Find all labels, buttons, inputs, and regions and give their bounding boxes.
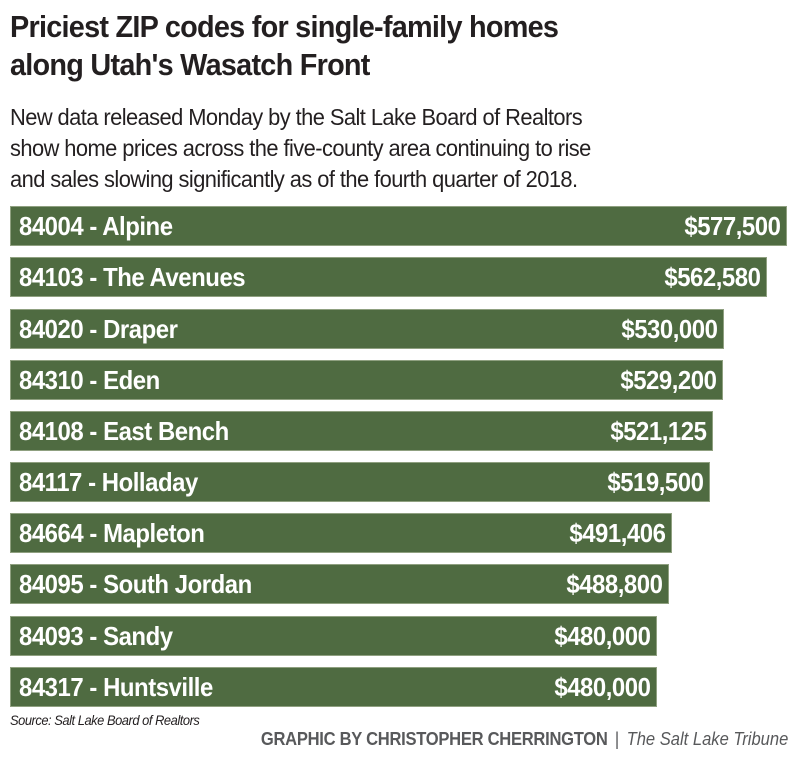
publication-name: The Salt Lake Tribune <box>626 729 788 749</box>
bar-huntsville: 84317 - Huntsville $480,000 <box>11 668 656 706</box>
title-line-1: Priciest ZIP codes for single-family hom… <box>10 9 559 44</box>
bar-east-bench: 84108 - East Bench $521,125 <box>11 412 712 450</box>
chart-title: Priciest ZIP codes for single-family hom… <box>10 8 745 84</box>
bar-label: 84317 - Huntsville <box>19 671 213 702</box>
bar-value: $529,200 <box>619 364 717 395</box>
subtitle-line-2: show home prices across the five-county … <box>10 135 591 161</box>
bar-label: 84664 - Mapleton <box>19 517 205 548</box>
bar-label: 84020 - Draper <box>19 313 178 344</box>
bar-label: 84004 - Alpine <box>19 210 173 241</box>
subtitle-line-1: New data released Monday by the Salt Lak… <box>10 104 583 130</box>
title-line-2: along Utah's Wasatch Front <box>10 47 370 82</box>
bar-label: 84310 - Eden <box>19 364 160 395</box>
source-note: Source: Salt Lake Board of Realtors <box>10 712 200 728</box>
bar-value: $480,000 <box>553 671 651 702</box>
bar-value: $521,125 <box>609 415 707 446</box>
bar-the-avenues: 84103 - The Avenues $562,580 <box>11 258 766 296</box>
bar-label: 84093 - Sandy <box>19 620 173 651</box>
bar-value: $562,580 <box>663 261 761 292</box>
credit-author: GRAPHIC BY CHRISTOPHER CHERRINGTON <box>260 729 608 749</box>
bar-value: $577,500 <box>683 210 781 241</box>
bar-label: 84103 - The Avenues <box>19 261 246 292</box>
bar-label: 84108 - East Bench <box>19 415 229 446</box>
bar-eden: 84310 - Eden $529,200 <box>11 361 722 399</box>
credit-separator: | <box>614 729 619 749</box>
graphic-credit: GRAPHIC BY CHRISTOPHER CHERRINGTON | The S… <box>261 729 788 750</box>
bar-holladay: 84117 - Holladay $519,500 <box>11 463 709 501</box>
bar-south-jordan: 84095 - South Jordan $488,800 <box>11 565 668 603</box>
chart-subtitle: New data released Monday by the Salt Lak… <box>10 102 591 195</box>
bar-alpine: 84004 - Alpine $577,500 <box>11 207 786 245</box>
bar-value: $488,800 <box>565 568 663 599</box>
bar-label: 84095 - South Jordan <box>19 568 252 599</box>
bar-draper: 84020 - Draper $530,000 <box>11 310 723 348</box>
bar-sandy: 84093 - Sandy $480,000 <box>11 617 656 655</box>
bar-value: $519,500 <box>606 466 704 497</box>
bar-value: $491,406 <box>568 517 666 548</box>
bar-label: 84117 - Holladay <box>19 466 198 497</box>
bar-mapleton: 84664 - Mapleton $491,406 <box>11 514 671 552</box>
subtitle-line-3: and sales slowing significantly as of th… <box>10 166 578 192</box>
bar-value: $480,000 <box>553 620 651 651</box>
bar-value: $530,000 <box>620 313 718 344</box>
